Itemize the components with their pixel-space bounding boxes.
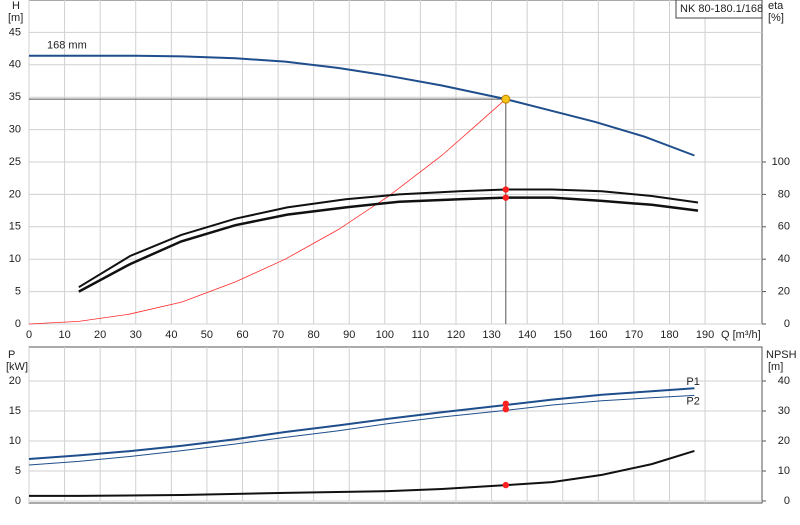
x-tick-label: 170: [625, 329, 643, 341]
operating-point: [502, 194, 510, 201]
y-tick-label: 15: [9, 405, 21, 417]
series-line: [78, 188, 699, 289]
x-tick-label: 110: [412, 329, 430, 341]
x-tick-label: 80: [308, 329, 320, 341]
y-tick-label: 5: [15, 465, 21, 477]
series-line: [28, 394, 695, 466]
y-tick-label: 0: [15, 318, 21, 330]
y-tick-label: 15: [9, 221, 21, 233]
y-tick-label: 20: [9, 375, 21, 387]
series-line: [29, 54, 695, 157]
operating-point: [502, 481, 510, 489]
plot-frame: [28, 346, 763, 504]
x-tick-label: 40: [165, 329, 177, 341]
y2-tick-label: 20: [778, 286, 790, 298]
x-tick-label: 120: [447, 329, 465, 341]
operating-point: [502, 186, 510, 193]
y2-tick-label: 30: [778, 405, 790, 417]
x-tick-label: 150: [554, 329, 572, 341]
h-axis-unit: [m]: [8, 12, 23, 24]
y-tick-label: 45: [9, 26, 21, 38]
x-tick-label: 70: [272, 329, 284, 341]
series-line: [78, 196, 699, 293]
x-tick-label: 20: [94, 329, 106, 341]
y2-tick-label: 100: [772, 156, 790, 168]
x-tick-label: 0: [26, 329, 32, 341]
operating-point: [502, 400, 510, 407]
x-tick-label: 180: [660, 329, 678, 341]
x-tick-label: 190: [696, 329, 714, 341]
operating-point: [502, 406, 510, 413]
y-tick-label: 30: [9, 124, 21, 136]
y2-tick-label: 60: [778, 221, 790, 233]
operating-point: [501, 94, 511, 104]
y2-tick-label: 40: [778, 375, 790, 387]
series-line: [29, 449, 695, 497]
title-box: [675, 0, 763, 19]
y-tick-label: 25: [9, 156, 21, 168]
y-tick-label: 35: [9, 91, 21, 103]
series-label: P2: [686, 395, 699, 407]
y2-tick-label: 10: [778, 465, 790, 477]
y2-tick-label: 80: [778, 188, 790, 200]
eta-axis-unit: [%]: [768, 12, 784, 24]
h-axis-label: H: [12, 0, 20, 12]
y2-tick-label: 40: [778, 253, 790, 265]
y-tick-label: 10: [9, 435, 21, 447]
npsh-axis-label: NPSH: [766, 349, 797, 361]
series-line: [28, 387, 695, 460]
eta-axis-label: eta: [768, 0, 784, 12]
y-tick-label: 20: [9, 188, 21, 200]
x-tick-label: 100: [376, 329, 394, 341]
x-tick-label: 140: [518, 329, 536, 341]
series-label: 168 mm: [47, 40, 87, 52]
x-tick-label: 130: [482, 329, 500, 341]
x-tick-label: 60: [236, 329, 248, 341]
y2-tick-label: 20: [778, 435, 790, 447]
y2-tick-label: 0: [784, 495, 790, 507]
x-tick-label: 160: [589, 329, 607, 341]
x-tick-label: 90: [343, 329, 355, 341]
series-line: [28, 98, 507, 325]
y-tick-label: 0: [15, 495, 21, 507]
chart-title: NK 80-180.1/168: [680, 3, 763, 15]
p-axis-unit: [kW]: [6, 361, 28, 373]
x-tick-label: 30: [130, 329, 142, 341]
y2-tick-label: 0: [784, 318, 790, 330]
npsh-axis-unit: [m]: [768, 361, 783, 373]
p-axis-label: P: [8, 349, 15, 361]
x-axis-label: Q [m³/h]: [721, 329, 761, 341]
y-tick-label: 40: [9, 59, 21, 71]
y-tick-label: 5: [15, 286, 21, 298]
series-label: P1: [686, 376, 699, 388]
x-tick-label: 10: [58, 329, 70, 341]
y-tick-label: 10: [9, 253, 21, 265]
x-tick-label: 50: [201, 329, 213, 341]
